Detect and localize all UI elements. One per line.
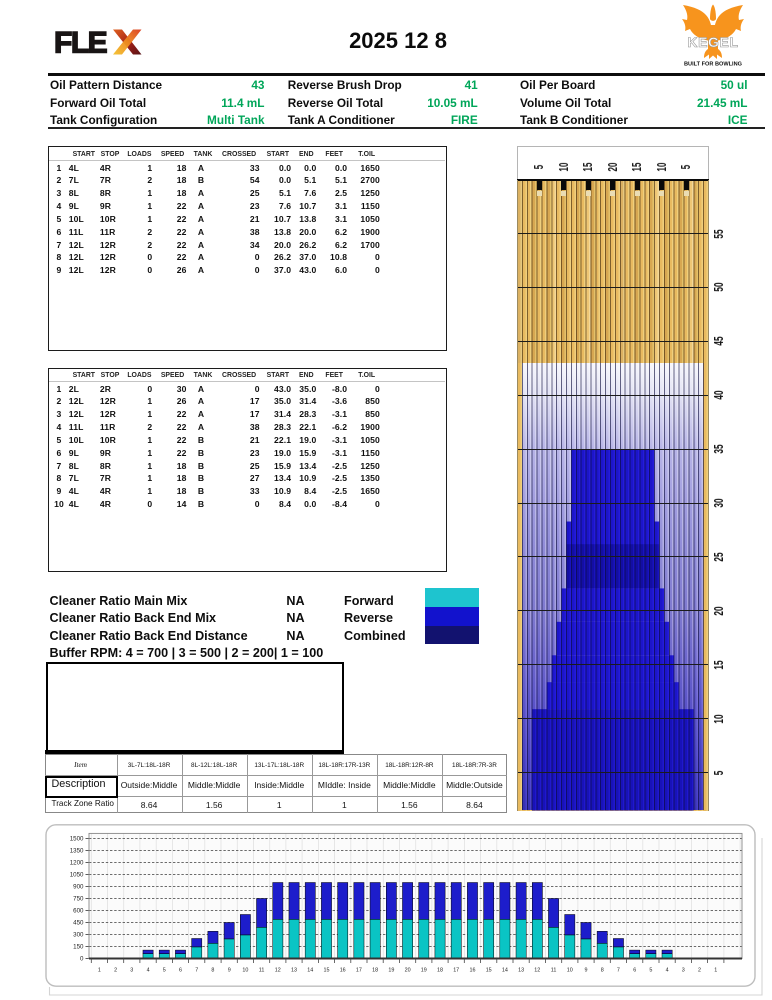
svg-text:14: 14 <box>502 968 508 974</box>
svg-text:3: 3 <box>682 968 685 974</box>
svg-text:3: 3 <box>130 968 133 974</box>
svg-text:12: 12 <box>534 968 540 974</box>
svg-text:7: 7 <box>195 968 198 974</box>
svg-text:18: 18 <box>372 968 378 974</box>
svg-text:16: 16 <box>470 968 476 974</box>
svg-text:19: 19 <box>421 968 427 974</box>
svg-text:11: 11 <box>259 968 265 974</box>
svg-text:12: 12 <box>275 968 281 974</box>
svg-text:11: 11 <box>551 968 557 974</box>
svg-text:0: 0 <box>80 956 84 963</box>
svg-text:1: 1 <box>714 968 717 974</box>
svg-text:BUILT FOR BOWLING: BUILT FOR BOWLING <box>684 62 742 68</box>
svg-text:9: 9 <box>585 968 588 974</box>
svg-text:FLE: FLE <box>54 29 107 56</box>
svg-text:10: 10 <box>567 968 573 974</box>
svg-text:13: 13 <box>291 968 297 974</box>
svg-text:1: 1 <box>98 968 101 974</box>
svg-text:9: 9 <box>228 968 231 974</box>
svg-text:1200: 1200 <box>70 860 84 867</box>
svg-text:1050: 1050 <box>70 872 84 879</box>
svg-text:17: 17 <box>356 968 362 974</box>
svg-text:900: 900 <box>73 884 84 891</box>
svg-text:15: 15 <box>324 968 330 974</box>
svg-text:19: 19 <box>388 968 394 974</box>
svg-text:5: 5 <box>163 968 166 974</box>
svg-text:15: 15 <box>486 968 492 974</box>
svg-text:4: 4 <box>147 968 150 974</box>
svg-text:KEGEL: KEGEL <box>687 34 738 50</box>
svg-text:16: 16 <box>340 968 346 974</box>
svg-text:5: 5 <box>649 968 652 974</box>
svg-text:300: 300 <box>73 932 84 939</box>
svg-text:750: 750 <box>73 896 84 903</box>
svg-text:17: 17 <box>453 968 459 974</box>
svg-text:2: 2 <box>114 968 117 974</box>
svg-text:6: 6 <box>179 968 182 974</box>
svg-text:10: 10 <box>242 968 248 974</box>
svg-text:2: 2 <box>698 968 701 974</box>
svg-text:7: 7 <box>617 968 620 974</box>
svg-text:4: 4 <box>666 968 669 974</box>
svg-text:8: 8 <box>211 968 214 974</box>
svg-text:450: 450 <box>73 920 84 927</box>
svg-text:8: 8 <box>601 968 604 974</box>
svg-text:20: 20 <box>405 968 411 974</box>
svg-text:18: 18 <box>437 968 443 974</box>
svg-text:6: 6 <box>633 968 636 974</box>
svg-text:600: 600 <box>73 908 84 915</box>
svg-text:150: 150 <box>73 944 84 951</box>
svg-text:13: 13 <box>518 968 524 974</box>
svg-text:1350: 1350 <box>70 848 84 855</box>
svg-text:1500: 1500 <box>70 836 84 843</box>
svg-text:14: 14 <box>307 968 313 974</box>
